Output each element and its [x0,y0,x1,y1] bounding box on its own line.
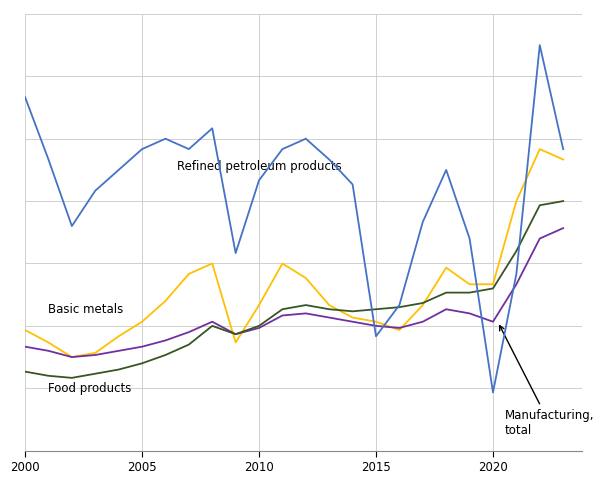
Text: Food products: Food products [48,383,132,395]
Text: Basic metals: Basic metals [48,304,124,316]
Text: Manufacturing,
total: Manufacturing, total [500,325,594,437]
Text: Refined petroleum products: Refined petroleum products [177,160,342,173]
